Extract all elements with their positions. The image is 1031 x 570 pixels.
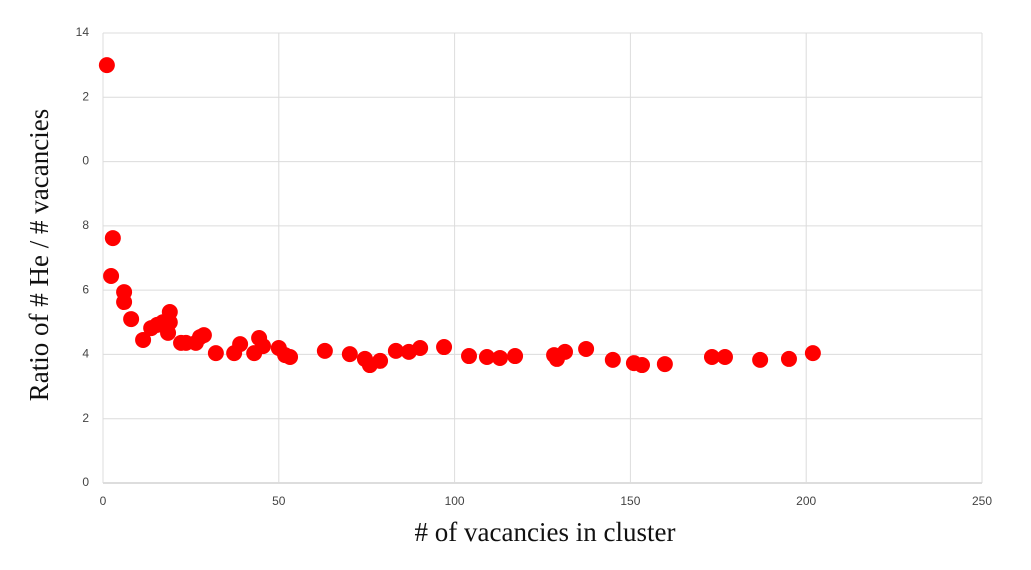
x-tick-label: 100 [445, 494, 465, 508]
scatter-point [461, 348, 478, 365]
scatter-point [387, 342, 404, 359]
scatter-point [161, 314, 178, 331]
scatter-point [491, 349, 508, 366]
scatter-point [656, 356, 673, 373]
scatter-point [103, 268, 120, 284]
scatter-point [804, 345, 821, 362]
scatter-point [316, 342, 333, 359]
y-tick-label: 14 [76, 25, 90, 39]
y-tick-label: 0 [82, 475, 89, 489]
scatter-point [478, 349, 495, 365]
scatter-point [752, 351, 769, 368]
x-tick-label: 200 [796, 494, 816, 508]
scatter-point [207, 345, 224, 362]
y-tick-label: 2 [82, 89, 89, 103]
scatter-point [436, 339, 453, 356]
scatter-point [254, 338, 271, 355]
x-axis-title: # of vacancies in cluster [415, 517, 676, 547]
scatter-point [135, 331, 152, 348]
y-tick-label: 2 [82, 411, 89, 425]
scatter-point [780, 350, 797, 367]
y-tick-label: 6 [82, 282, 89, 296]
scatter-point [557, 343, 574, 360]
scatter-point [282, 349, 299, 365]
scatter-point [104, 230, 121, 247]
y-axis-title: Ratio of # He / # vacancies [24, 109, 54, 401]
scatter-point [123, 311, 140, 328]
x-tick-label: 250 [972, 494, 992, 508]
x-tick-label: 0 [100, 494, 107, 508]
scatter-point [703, 349, 720, 365]
scatter-point [232, 336, 249, 353]
x-tick-label: 50 [272, 494, 286, 508]
y-tick-label: 4 [82, 347, 89, 361]
x-tick-label: 150 [620, 494, 640, 508]
scatter-point [116, 294, 133, 311]
scatter-point [634, 357, 651, 374]
y-tick-label: 8 [82, 218, 89, 232]
scatter-point [507, 348, 524, 365]
scatter-point [578, 340, 595, 357]
scatter-point [412, 340, 429, 356]
scatter-point [604, 351, 621, 368]
scatter-point [98, 57, 115, 74]
scatter-point [372, 352, 389, 369]
y-tick-label: 0 [82, 154, 89, 168]
scatter-point [716, 349, 733, 365]
scatter-point [341, 346, 358, 363]
scatter-point [195, 327, 212, 344]
